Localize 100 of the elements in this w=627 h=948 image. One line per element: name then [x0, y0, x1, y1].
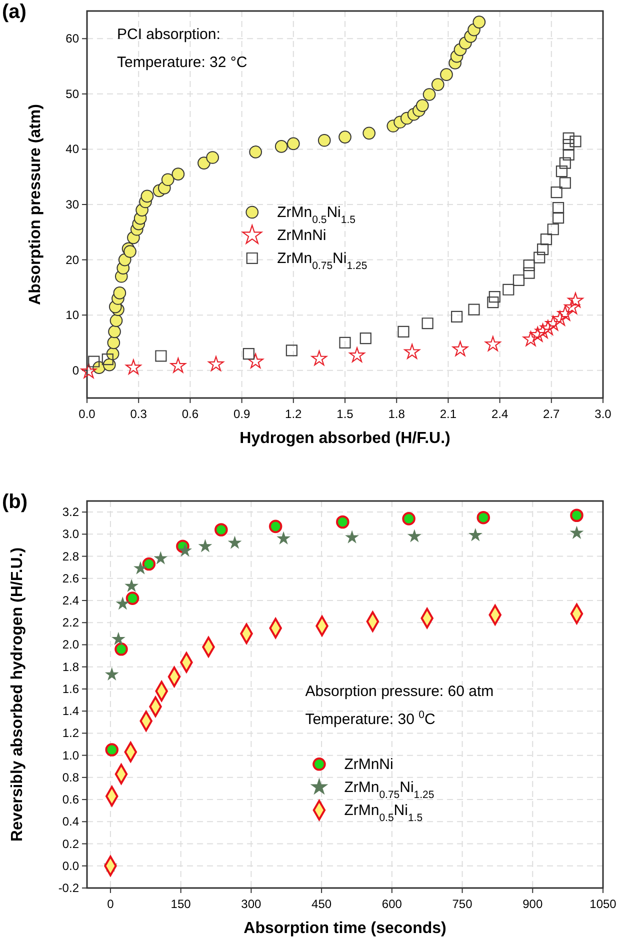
point — [362, 126, 376, 140]
y-tick-label: 2.8 — [62, 549, 80, 564]
x-tick-label: 900 — [522, 897, 543, 911]
point — [214, 523, 228, 536]
y-tick-label: 1.8 — [62, 660, 80, 674]
point — [523, 267, 535, 279]
x-tick-label: 0.6 — [182, 407, 199, 421]
point — [110, 314, 123, 328]
point — [570, 136, 582, 148]
y-tick-label: 40 — [66, 142, 80, 156]
x-axis-title: Absorption time (seconds) — [244, 920, 446, 937]
point — [398, 326, 410, 338]
point — [111, 632, 126, 646]
x-tick-label: 2.4 — [491, 407, 508, 421]
legend-label: ZrMnNi — [277, 227, 326, 244]
point — [124, 245, 136, 258]
point — [452, 341, 468, 356]
point — [155, 350, 167, 362]
point — [512, 274, 525, 286]
point — [336, 515, 350, 529]
x-tick-label: 1050 — [590, 897, 617, 911]
point — [488, 291, 500, 303]
x-tick-label: 0.3 — [130, 407, 148, 421]
x-tick-label: 450 — [312, 897, 332, 911]
legend-label: ZrMn$_{0.5}$Ni$_{1.5}$ — [277, 204, 356, 226]
point — [468, 304, 480, 316]
point — [206, 151, 219, 164]
x-tick-label: 150 — [170, 897, 192, 911]
point — [338, 130, 352, 144]
point — [545, 316, 561, 331]
y-tick-label: 20 — [66, 252, 80, 267]
point — [242, 348, 254, 360]
chart-title: (b) — [2, 491, 28, 513]
point — [472, 16, 486, 28]
point — [552, 202, 564, 214]
y-tick-label: 30 — [66, 198, 80, 212]
x-tick-label: 2.1 — [440, 407, 457, 421]
y-tick-label: 3.2 — [62, 505, 80, 520]
y-tick-label: 2.0 — [62, 638, 80, 652]
point — [402, 512, 416, 526]
point — [540, 234, 552, 246]
point — [404, 344, 420, 359]
point — [556, 166, 568, 178]
x-tick-label: 1.5 — [336, 407, 354, 421]
point — [487, 296, 499, 308]
point — [562, 148, 574, 161]
point — [105, 743, 119, 756]
point — [360, 332, 372, 344]
point — [570, 508, 584, 522]
point — [170, 358, 186, 373]
y-tick-label: -0.2 — [58, 881, 80, 895]
point — [286, 137, 300, 150]
point — [537, 243, 549, 256]
point — [557, 306, 573, 321]
point — [407, 529, 422, 542]
point — [468, 528, 482, 542]
point — [476, 510, 490, 524]
point — [540, 320, 556, 336]
legend-label: ZrMnNi — [344, 756, 394, 774]
point — [107, 336, 120, 350]
point — [80, 363, 97, 378]
point — [102, 354, 114, 366]
point — [534, 252, 546, 264]
point — [349, 347, 365, 362]
point — [552, 212, 564, 224]
point — [161, 173, 174, 186]
point — [249, 146, 262, 158]
chart-title: (a) — [2, 1, 26, 23]
point — [568, 292, 584, 308]
point — [228, 536, 242, 549]
point — [274, 140, 288, 153]
point — [547, 224, 559, 236]
point — [562, 138, 574, 151]
point — [422, 88, 436, 101]
point — [198, 156, 210, 170]
point — [502, 284, 514, 296]
point — [416, 99, 429, 112]
y-tick-label: 2.6 — [62, 571, 80, 586]
point — [564, 299, 580, 314]
annotation: Temperature: 30 $^{0}$C — [305, 709, 436, 728]
x-axis-title: Hydrogen absorbed (H/F.U.) — [240, 430, 450, 447]
x-tick-label: 300 — [241, 897, 262, 911]
x-tick-label: 0.0 — [78, 407, 96, 421]
x-tick-label: 1.8 — [388, 407, 406, 421]
y-tick-label: 3.0 — [62, 527, 80, 542]
point — [318, 134, 331, 147]
y-tick-label: 60 — [66, 32, 80, 46]
x-tick-label: 2.7 — [543, 407, 560, 421]
x-tick-label: 0.9 — [233, 407, 250, 421]
y-tick-label: 0.8 — [62, 770, 80, 784]
y-tick-label: 1.0 — [62, 748, 80, 762]
y-tick-label: 0.2 — [62, 836, 80, 851]
point — [126, 592, 140, 605]
point — [134, 561, 148, 574]
point — [248, 353, 264, 368]
point — [286, 344, 298, 356]
point — [142, 557, 156, 571]
y-tick-label: 0 — [72, 363, 80, 378]
y-tick-label: 2.4 — [62, 594, 80, 608]
point — [268, 520, 282, 534]
